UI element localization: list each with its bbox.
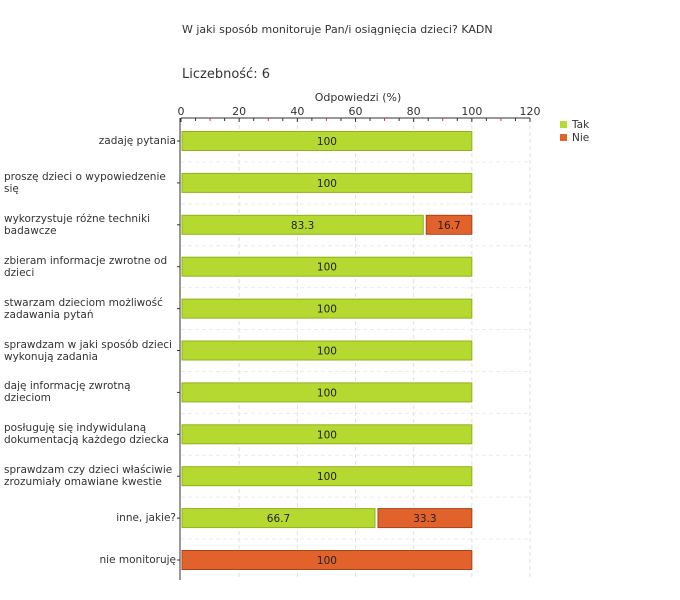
legend-label-tak: Tak (572, 118, 590, 131)
data-label: 100 (317, 136, 337, 148)
data-label: 16.7 (437, 220, 460, 232)
bar-nie (377, 508, 473, 529)
category-label: posługuję się indywidulaną dokumentacją … (4, 422, 169, 447)
bar-tak (181, 172, 473, 193)
sample-size-value: 6 (261, 67, 270, 82)
bar-tak (181, 256, 473, 277)
category-label: zadaję pytania (98, 135, 176, 147)
category-label: wykorzystuje różne techniki badawcze (4, 212, 150, 237)
x-tick-label: 20 (232, 105, 246, 118)
bar-tak (181, 298, 473, 319)
bar-tak (181, 382, 473, 403)
category-label: stwarzam dzieciom możliwość zadawania py… (4, 296, 163, 321)
data-label: 83.3 (291, 220, 314, 232)
x-tick-label: 40 (290, 105, 304, 118)
sample-size-label: Liczebność: (182, 67, 258, 82)
category-label: zbieram informacje zwrotne od dzieci (4, 254, 168, 279)
chart-title: W jaki sposób monitoruje Pan/i osiągnięc… (182, 23, 493, 36)
legend: Tak Nie (560, 118, 589, 144)
x-tick-label: 120 (520, 105, 541, 118)
legend-item-nie: Nie (560, 131, 589, 144)
category-label: sprawdzam w jaki sposób dzieci wykonują … (4, 338, 172, 363)
bar-tak (181, 214, 424, 235)
category-label: daję informację zwrotną dzieciom (4, 380, 131, 405)
data-label: 100 (317, 346, 337, 358)
category-label: nie monitoruję (99, 554, 176, 566)
x-axis-title: Odpowiedzi (%) (314, 91, 402, 104)
category-label: proszę dzieci o wypowiedzenie się (4, 170, 166, 195)
data-label: 66.7 (267, 513, 290, 525)
bar-tak (181, 340, 473, 361)
x-tick-label: 100 (461, 105, 482, 118)
bar-tak (181, 508, 376, 529)
bar-tak (181, 131, 473, 151)
category-label: sprawdzam czy dzieci właściwie zrozumiał… (4, 464, 173, 489)
data-label: 100 (317, 387, 337, 399)
category-label: inne, jakie? (116, 512, 176, 525)
data-label: 100 (317, 178, 337, 190)
legend-swatch-tak (560, 121, 567, 128)
bar-tak (181, 424, 473, 445)
legend-label-nie: Nie (572, 131, 590, 144)
legend-swatch-nie (560, 134, 567, 141)
data-label: 100 (317, 555, 337, 567)
sample-size: Liczebność: 6 (182, 67, 270, 82)
bar-tak (181, 466, 473, 487)
x-tick-label: 0 (178, 105, 185, 118)
legend-item-tak: Tak (560, 118, 589, 131)
data-label: 100 (317, 304, 337, 316)
data-label: 100 (317, 262, 337, 274)
bar-nie (425, 214, 473, 235)
x-tick-label: 60 (349, 105, 363, 118)
x-tick-label: 80 (407, 105, 421, 118)
data-label: 100 (317, 429, 337, 441)
bar-nie (181, 550, 473, 570)
data-label: 100 (317, 471, 337, 483)
data-label: 33.3 (413, 513, 436, 525)
